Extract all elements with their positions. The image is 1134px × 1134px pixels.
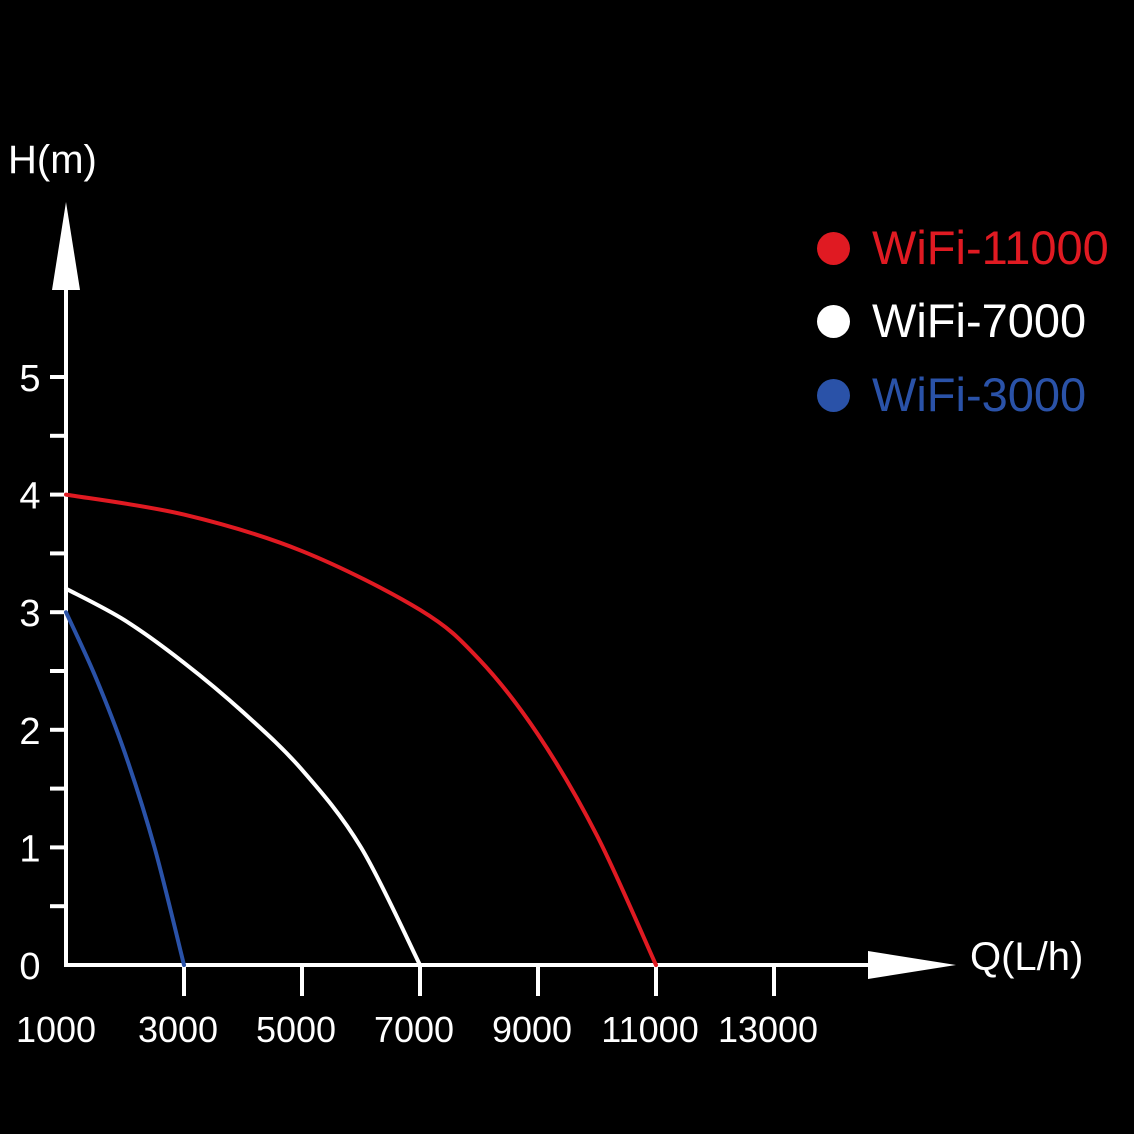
- x-axis-arrow-icon: [868, 951, 956, 979]
- curve-wifi-11000: [64, 492, 658, 967]
- legend-label: WiFi-3000: [872, 368, 1087, 421]
- y-tick-label: 0: [19, 946, 40, 988]
- x-axis-title: Q(L/h): [970, 935, 1083, 979]
- legend-label: WiFi-7000: [872, 294, 1087, 347]
- y-tick-label: 5: [19, 358, 40, 400]
- x-tick-label: 5000: [256, 1009, 336, 1050]
- axis-labels: 0 1 2 3 4 5 1000 3000 5000 7000 9000 11000 13000 H(m)…: [8, 138, 1083, 1050]
- legend-label: WiFi-11000: [872, 221, 1109, 274]
- curve-wifi-3000: [64, 610, 186, 967]
- x-tick-label: 1000: [16, 1009, 96, 1050]
- performance-curves: [64, 492, 658, 967]
- y-axis-title: H(m): [8, 138, 97, 182]
- legend-dot-blue-icon: [817, 379, 850, 412]
- x-tick-label: 9000: [492, 1009, 572, 1050]
- axes: [50, 202, 956, 996]
- y-axis-arrow-icon: [52, 202, 80, 290]
- x-tick-label: 13000: [718, 1009, 818, 1050]
- y-tick-label: 2: [19, 711, 40, 753]
- legend-dot-red-icon: [817, 232, 850, 265]
- x-tick-label: 7000: [374, 1009, 454, 1050]
- y-tick-label: 1: [19, 828, 40, 870]
- x-tick-label: 3000: [138, 1009, 218, 1050]
- x-tick-label: 11000: [601, 1009, 698, 1050]
- y-tick-label: 3: [19, 593, 40, 635]
- y-tick-label: 4: [19, 476, 40, 518]
- curve-wifi-7000: [64, 586, 422, 967]
- legend-dot-white-icon: [817, 305, 850, 338]
